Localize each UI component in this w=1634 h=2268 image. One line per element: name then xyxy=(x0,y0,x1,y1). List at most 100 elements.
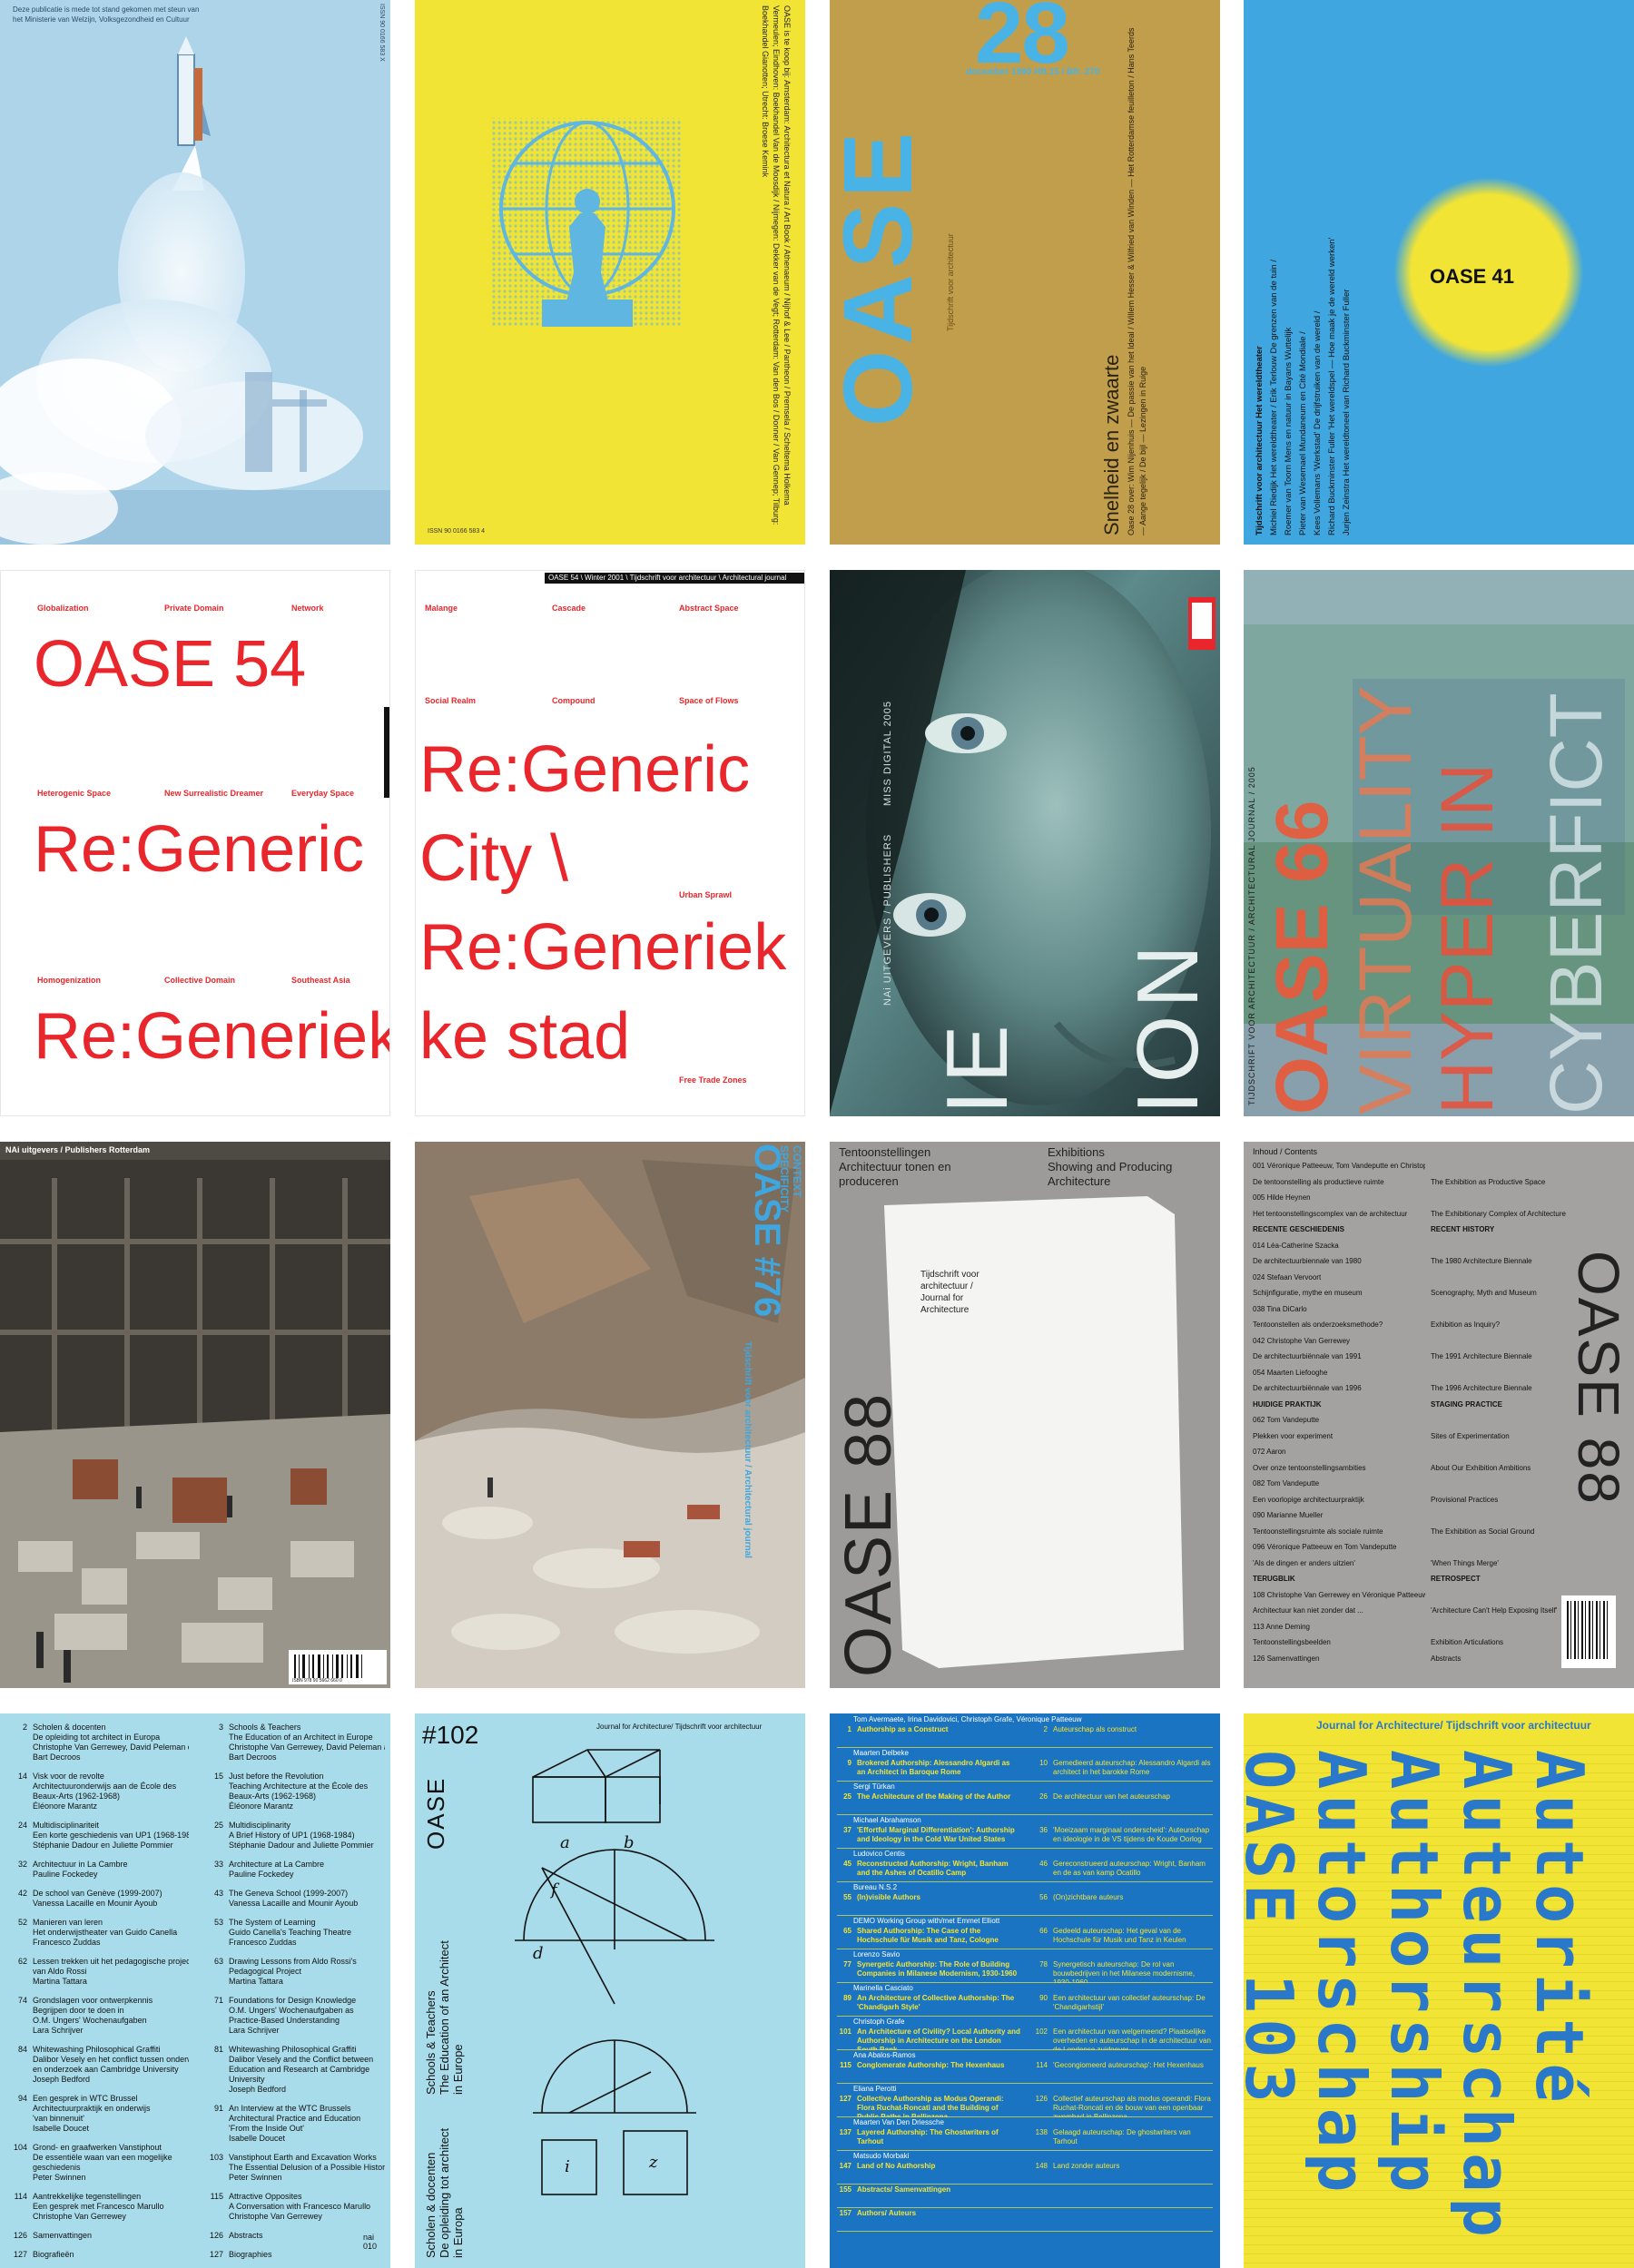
contents-title: Authors/ Auteurs xyxy=(857,2209,917,2217)
topic-label: Cascade xyxy=(552,604,586,613)
title-english: Exhibitions Showing and Producing Archit… xyxy=(1048,1145,1173,1188)
cover-oase-76: OASE #76 CONTEXT SPECIFICITY Tijdschrift… xyxy=(415,1142,805,1688)
page-number: 46 xyxy=(1039,1860,1048,1868)
contents-line: De school van Genève (1999-2007) xyxy=(33,1889,162,1898)
contents-line: The Education of an Architect in Europe xyxy=(229,1733,373,1742)
contents-line: Joseph Bedford xyxy=(229,2085,287,2094)
contents-entry: 108 Christophe Van Gerrewey en Véronique… xyxy=(1253,1590,1425,1599)
contents-line: Architecture at La Cambre xyxy=(229,1860,325,1869)
topic-label: Collective Domain xyxy=(164,976,236,985)
headline-regeneriek: Re:Generiek xyxy=(34,1000,390,1073)
contents-line: Beaux-Arts (1962-1968) xyxy=(33,1792,121,1801)
contents-line: A Brief History of UP1 (1968-1984) xyxy=(229,1831,355,1840)
theme-word-specificity: SPECIFICITY xyxy=(778,1145,791,1213)
contents-line: Lara Schrijver xyxy=(33,2026,84,2035)
issue-title: OASE 54 xyxy=(34,628,307,701)
contents-line: Pauline Fockedey xyxy=(229,1870,294,1879)
contents-title: Conglomerate Authorship: The Hexenhaus xyxy=(857,2061,1005,2069)
credit-line-1: Deze publicatie is mede tot stand gekome… xyxy=(13,5,200,14)
page-number: 78 xyxy=(1039,1960,1048,1969)
contents-list: 001 Véronique Patteeuw, Tom Vandeputte e… xyxy=(1253,1162,1566,1670)
contents-title: Layered Authorship: The Ghostwriters of … xyxy=(857,2128,999,2145)
page-number: 56 xyxy=(1039,1893,1048,1901)
author-line: Lorenzo Savio xyxy=(853,1950,901,1959)
contents-line: Abstracts xyxy=(229,2231,263,2240)
cover-yellow-globe: ISSN 90 0166 583 4 OASE is te koop bij: … xyxy=(415,0,805,545)
contents-entry: The 1996 Architecture Biennale xyxy=(1431,1384,1532,1392)
page-number: 14 xyxy=(17,1772,27,1781)
layered-word-1: VIRTUALITY xyxy=(1344,685,1427,1114)
divider xyxy=(837,2150,1213,2151)
contents-line: University xyxy=(229,2075,265,2084)
cover-oase-102-contents: 2 Scholen & docenten De opleiding tot arch… xyxy=(0,1713,390,2268)
contents-entry: Sites of Experimentation xyxy=(1431,1431,1510,1440)
page-number: 89 xyxy=(843,1994,851,2002)
contents-line: Teaching Architecture at the École des xyxy=(229,1782,369,1791)
cover-oase-103-contents: Tom Avermaete, Irina Davidovici, Christo… xyxy=(830,1713,1220,2268)
contents-title: Gereconstrueerd auteurschap: Wright, Ban… xyxy=(1053,1860,1206,1877)
cover-oase-41: OASE 41 Tijdschrift voor architectuur He… xyxy=(1244,0,1634,545)
contents-entry: 126 Samenvattingen xyxy=(1253,1654,1320,1663)
toc-line: Pieter van Wesemael Mundaneum en Cité Mo… xyxy=(1298,331,1308,535)
contents-line: The Essential Delusion of a Possible His… xyxy=(229,2163,385,2172)
contents-entry: Exhibition Articulations xyxy=(1431,1638,1504,1646)
page-number: 94 xyxy=(17,2094,27,2103)
contents-line: O.M. Ungers' Wochenaufgaben as xyxy=(229,2006,354,2015)
contents-entry: 072 Aaron xyxy=(1253,1448,1286,1456)
page-number: 63 xyxy=(213,1957,223,1966)
page-number: 102 xyxy=(1035,2027,1048,2036)
contents-line: Whitewashing Philosophical Graffiti xyxy=(229,2045,357,2054)
issue-date-line: december 1990 Hft.15 / Bfr. 270 xyxy=(966,67,1100,77)
contents-line: De essentiële waan van een mogelijke xyxy=(33,2153,172,2162)
page-number: 127 xyxy=(839,2095,851,2103)
contents-title: Collectief auteurschap als modus operand… xyxy=(1053,2095,1211,2117)
contents-line: Grond- en graafwerken Vanstiphout xyxy=(33,2143,162,2152)
contents-entry: 054 Maarten Liefooghe xyxy=(1253,1368,1328,1377)
contents-entry: 096 Véronique Patteeuw en Tom Vandeputte xyxy=(1253,1543,1397,1551)
contents-line: Beaux-Arts (1962-1968) xyxy=(229,1792,317,1801)
toc-line: Roemer van Toorn Mens en natuur in Bayan… xyxy=(1284,327,1294,535)
contents-line: Foundations for Design Knowledge xyxy=(229,1996,357,2005)
contents-line: Stéphanie Dadour and Juliette Pommier xyxy=(229,1841,374,1850)
divider xyxy=(837,1915,1213,1916)
geometry-drawing: a b d f i z xyxy=(515,1749,714,2195)
section-heading: RECENT HISTORY xyxy=(1431,1225,1495,1233)
author-line: Michael Abrahamson xyxy=(853,1816,921,1824)
contents-line: An Interview at the WTC Brussels xyxy=(229,2104,351,2113)
contents-line: Pauline Fockedey xyxy=(33,1870,98,1879)
page-number: 25 xyxy=(843,1792,851,1801)
contents-entry: Abstracts xyxy=(1431,1654,1462,1663)
diagram-letter: b xyxy=(624,1833,635,1852)
page-number: 9 xyxy=(847,1759,851,1767)
contents-title: De architectuur van het auteurschap xyxy=(1053,1792,1170,1801)
author-line: Maarten Delbeke xyxy=(853,1749,909,1757)
contents-line: Éléonore Marantz xyxy=(33,1802,98,1811)
page-number: 37 xyxy=(843,1826,851,1834)
title-vertical: MISS DIGITAL 2005 xyxy=(882,700,893,806)
contents-entry: 090 Marianne Mueller xyxy=(1253,1511,1324,1519)
contents-line: Lara Schrijver xyxy=(229,2026,280,2035)
cover-oase-103: Journal for Architecture/ Tijdschrift vo… xyxy=(1244,1713,1634,2268)
contents-line: Grondslagen voor ontwerpkennis xyxy=(33,1996,153,2005)
page-number: 55 xyxy=(843,1893,851,1901)
contents-title: Synergetic Authorship: The Role of Build… xyxy=(857,1960,1018,1978)
contents-entry: 'Als de dingen er anders uitzien' xyxy=(1253,1558,1355,1567)
section-heading: RETROSPECT xyxy=(1431,1575,1481,1583)
publisher-logo: nai 010 xyxy=(363,2233,378,2251)
contents-line: Een gesprek met Francesco Marullo xyxy=(33,2202,164,2211)
contents-line: A Conversation with Francesco Marullo xyxy=(229,2202,371,2211)
contents-line: Samenvattingen xyxy=(33,2231,93,2240)
page-number: 74 xyxy=(17,1996,27,2005)
page-number: 2 xyxy=(22,1723,27,1732)
pixel-word-column: Autorité xyxy=(1521,1750,1598,2108)
topic-label: Urban Sprawl xyxy=(679,890,733,899)
page-number: 137 xyxy=(839,2128,851,2136)
contents-line: Visk voor de revolte xyxy=(33,1772,104,1781)
ring-halftone-image xyxy=(1244,0,1634,545)
topic-label: Abstract Space xyxy=(679,604,739,613)
contents-title: (On)zichtbare auteurs xyxy=(1053,1893,1124,1901)
contents-title: Gedeeld auteurschap: Het geval van de Ho… xyxy=(1053,1927,1186,1944)
toc-line: Kees Vollemans 'Werkstad' De drijfstruik… xyxy=(1313,310,1323,535)
contents-line: en onderzoek aan Cambridge University xyxy=(33,2065,179,2074)
